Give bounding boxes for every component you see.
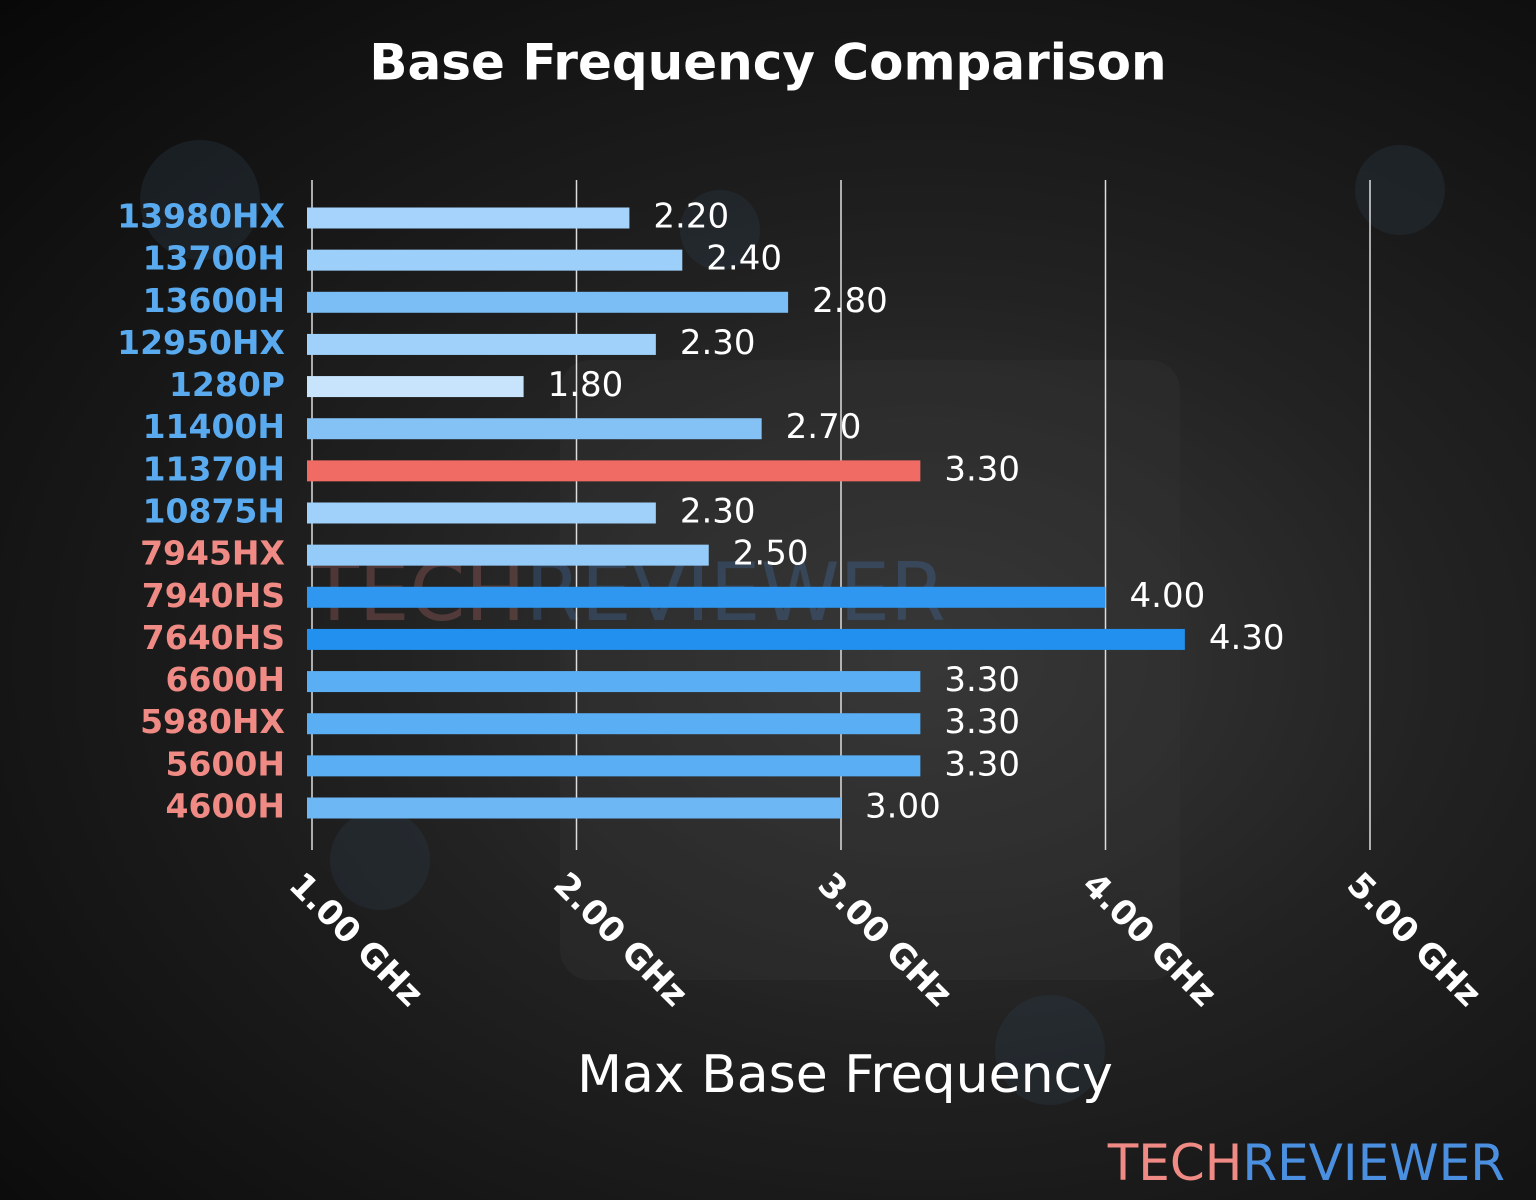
bar [307,502,656,524]
y-tick-label: 13600H [143,281,285,320]
value-label: 2.30 [680,492,756,532]
bar [307,628,1185,650]
y-tick-label: 4600H [166,787,285,826]
y-tick-label: 13980HX [117,197,285,236]
y-tick-label: 1280P [169,365,285,404]
y-tick-label: 13700H [143,239,285,278]
value-label: 3.00 [865,787,941,827]
value-label: 2.50 [733,534,809,574]
y-tick-label: 12950HX [117,323,285,362]
y-tick-label: 11400H [143,407,285,446]
value-label: 2.80 [812,281,888,321]
y-tick-label: 10875H [143,492,285,531]
background-deco [140,140,1445,1105]
bar [307,333,656,355]
bar [307,418,762,440]
bar [307,460,921,482]
bar [307,586,1106,608]
y-tick-label: 7640HS [142,618,285,657]
bar [307,797,841,819]
value-label: 4.00 [1130,576,1206,616]
value-label: 3.30 [944,744,1020,784]
value-label: 2.20 [653,197,729,237]
x-tick-label: 5.00 GHz [1339,865,1489,1015]
chart-title: Base Frequency Comparison [369,34,1166,92]
watermark-part: REVIEWER [1242,1134,1505,1192]
value-label: 2.70 [786,407,862,447]
value-label: 3.30 [944,702,1020,742]
bar [307,671,921,693]
x-axis-title: Max Base Frequency [577,1045,1113,1105]
value-label: 1.80 [548,365,624,405]
y-tick-label: 11370H [143,449,285,488]
y-tick-label: 5980HX [140,702,285,741]
watermark-part: TECH [1107,1134,1243,1192]
y-tick-label: 5600H [166,744,285,783]
value-label: 2.30 [680,323,756,363]
bar [307,544,709,566]
value-label: 2.40 [706,239,782,279]
bar [307,207,630,229]
bar [307,376,524,398]
value-label: 3.30 [944,449,1020,489]
y-tick-label: 6600H [166,660,285,699]
bar [307,249,683,271]
bar [307,713,921,735]
watermark: TECHREVIEWER [1107,1134,1505,1192]
value-label: 3.30 [944,660,1020,700]
bar [307,755,921,777]
bar [307,291,789,313]
y-tick-label: 7940HS [142,576,285,615]
value-label: 4.30 [1209,618,1285,658]
y-tick-label: 7945HX [140,534,285,573]
